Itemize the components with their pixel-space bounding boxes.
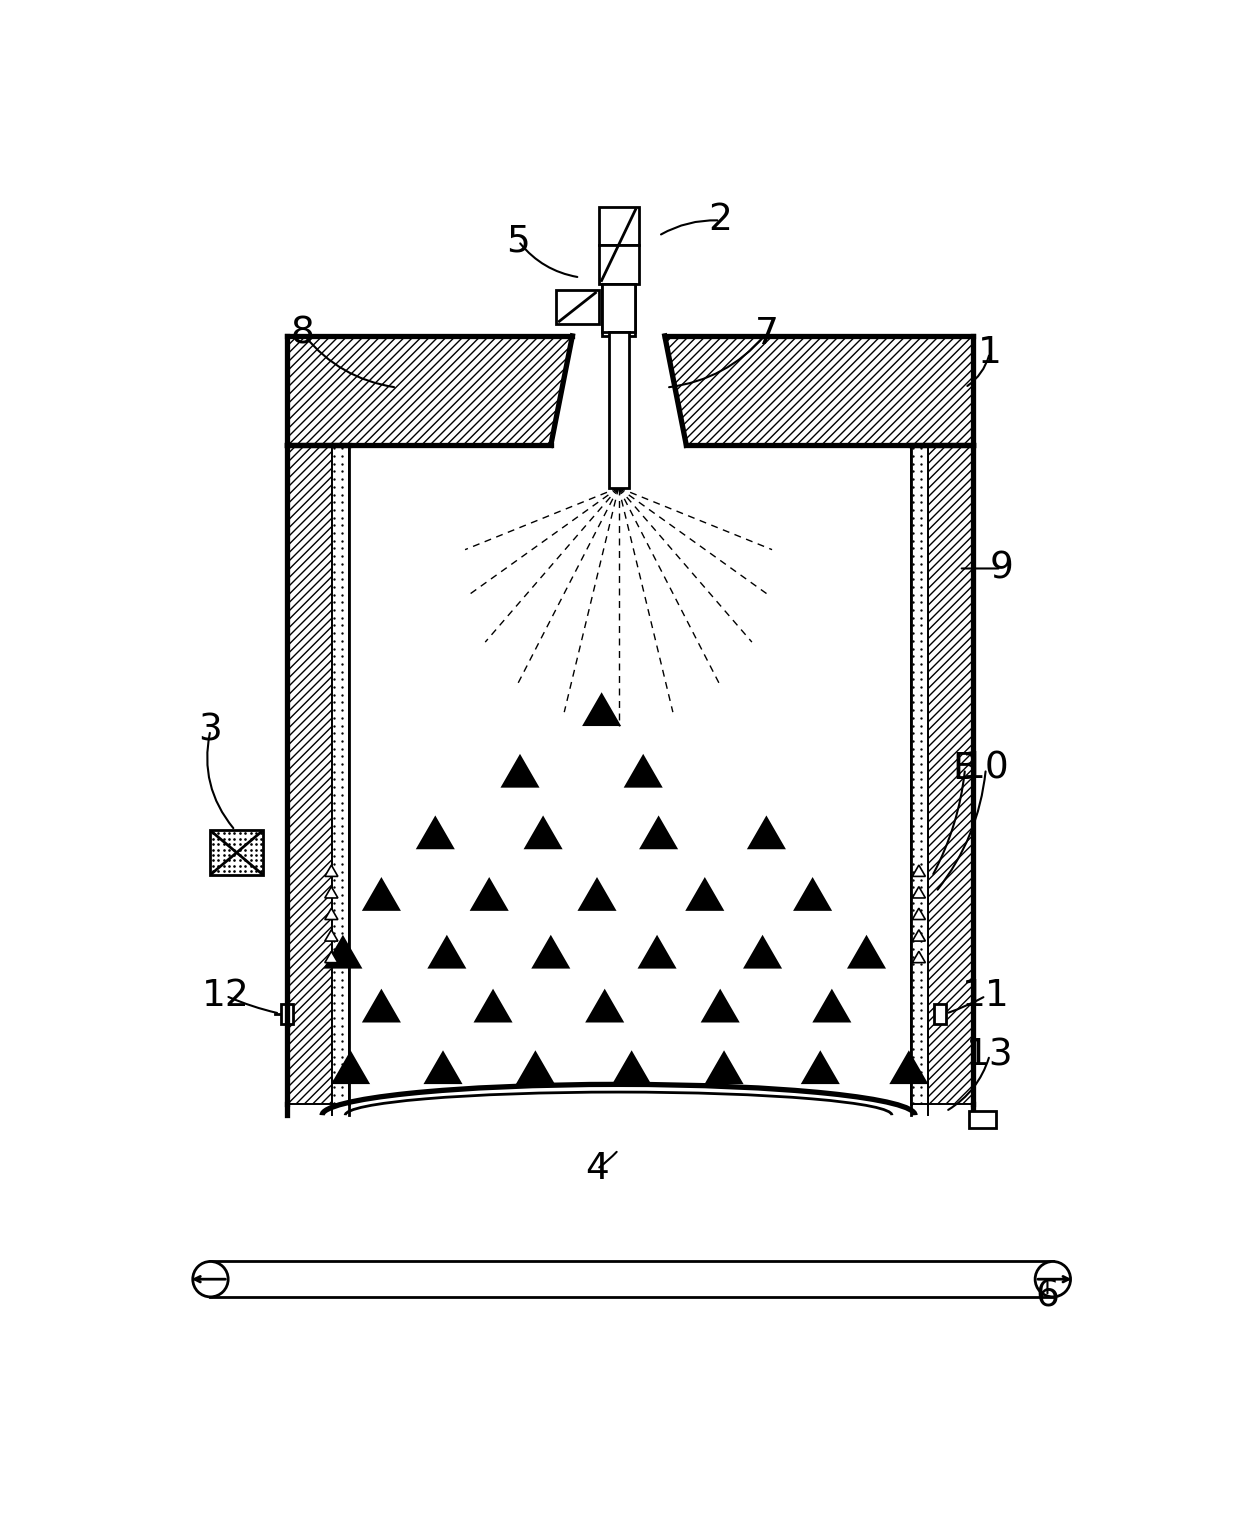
Bar — [928, 445, 972, 1104]
Bar — [599, 245, 639, 283]
Text: 13: 13 — [966, 1037, 1013, 1073]
Bar — [557, 289, 599, 324]
Polygon shape — [332, 1052, 368, 1083]
Polygon shape — [641, 818, 676, 849]
Polygon shape — [475, 991, 511, 1021]
Bar — [934, 1003, 946, 1023]
Polygon shape — [429, 937, 465, 968]
Polygon shape — [795, 879, 831, 910]
Bar — [609, 332, 629, 488]
Text: B: B — [952, 751, 978, 787]
Polygon shape — [913, 865, 925, 876]
Ellipse shape — [192, 1261, 228, 1297]
Polygon shape — [325, 937, 361, 968]
Text: 5: 5 — [507, 223, 531, 260]
Ellipse shape — [1035, 1261, 1070, 1297]
Text: 4: 4 — [585, 1151, 609, 1187]
Polygon shape — [687, 879, 723, 910]
Bar — [603, 283, 635, 336]
Polygon shape — [471, 879, 507, 910]
Text: 3: 3 — [198, 713, 222, 748]
Polygon shape — [749, 818, 784, 849]
Polygon shape — [363, 991, 399, 1021]
Polygon shape — [325, 930, 337, 940]
Polygon shape — [640, 937, 675, 968]
Polygon shape — [325, 865, 337, 876]
Bar — [911, 445, 928, 1104]
Polygon shape — [707, 1052, 742, 1083]
Polygon shape — [849, 937, 884, 968]
Polygon shape — [913, 887, 925, 898]
Text: 10: 10 — [962, 751, 1009, 787]
Polygon shape — [325, 908, 337, 919]
Text: 12: 12 — [202, 979, 249, 1014]
Text: 9: 9 — [990, 550, 1013, 587]
Bar — [281, 1003, 293, 1023]
Polygon shape — [745, 937, 780, 968]
Text: 1: 1 — [978, 335, 1002, 372]
Polygon shape — [363, 879, 399, 910]
Polygon shape — [625, 755, 661, 786]
Bar — [968, 1112, 996, 1128]
Bar — [332, 445, 350, 1104]
Text: 11: 11 — [962, 979, 1009, 1014]
Bar — [288, 445, 332, 1104]
Polygon shape — [913, 930, 925, 940]
Polygon shape — [579, 879, 615, 910]
Text: 6: 6 — [1035, 1278, 1059, 1313]
Polygon shape — [815, 991, 849, 1021]
Polygon shape — [425, 1052, 461, 1083]
Bar — [211, 830, 263, 875]
Polygon shape — [665, 336, 972, 445]
Polygon shape — [533, 937, 568, 968]
Bar — [599, 206, 639, 245]
Polygon shape — [288, 336, 573, 445]
Polygon shape — [614, 1052, 650, 1083]
Polygon shape — [703, 991, 738, 1021]
Polygon shape — [892, 1052, 926, 1083]
Polygon shape — [584, 694, 619, 725]
Text: 7: 7 — [754, 315, 779, 352]
Polygon shape — [325, 951, 337, 963]
Polygon shape — [517, 1052, 553, 1083]
Polygon shape — [526, 818, 560, 849]
Polygon shape — [325, 887, 337, 898]
Polygon shape — [913, 908, 925, 919]
Polygon shape — [418, 818, 453, 849]
Text: 2: 2 — [708, 202, 732, 239]
Polygon shape — [587, 991, 622, 1021]
Polygon shape — [913, 951, 925, 963]
Text: 8: 8 — [291, 315, 315, 352]
Polygon shape — [502, 755, 538, 786]
Polygon shape — [802, 1052, 838, 1083]
Bar — [603, 283, 635, 332]
